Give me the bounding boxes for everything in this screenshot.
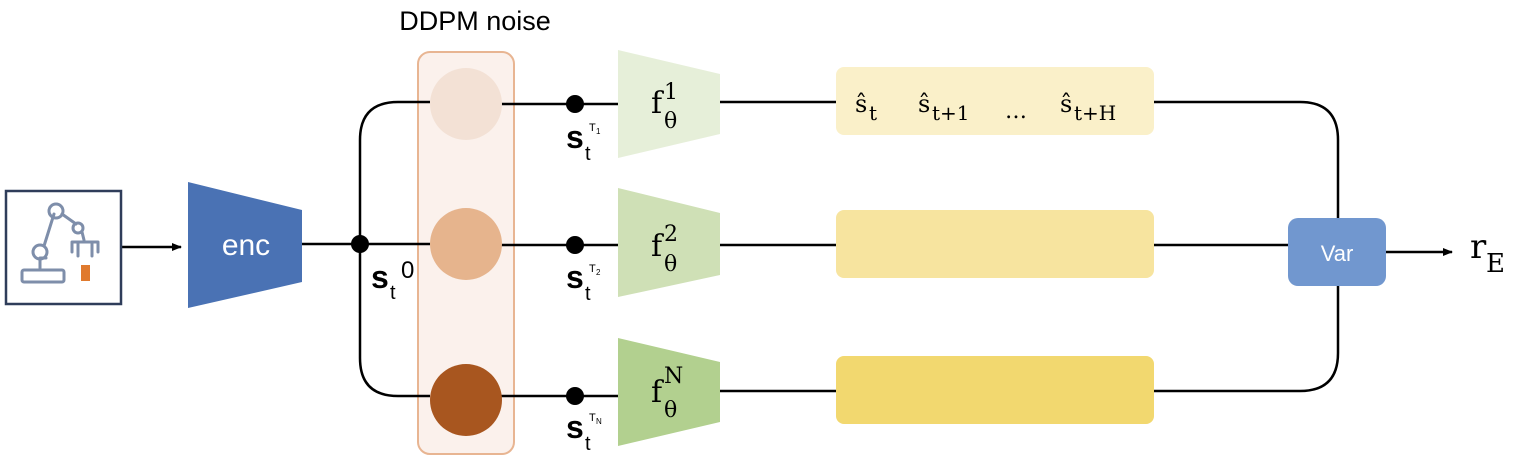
variance-block: [1288, 218, 1386, 286]
noise-title: DDPM noise: [399, 6, 551, 36]
noisy-state-label-3: s t T N: [566, 409, 602, 455]
state-dot-2: [566, 236, 584, 254]
svg-text:N: N: [664, 364, 683, 389]
svg-text:1: 1: [596, 127, 601, 136]
noise-circle-2: [430, 208, 502, 280]
svg-text:f: f: [651, 86, 664, 121]
latent-state-label: s t 0: [371, 257, 414, 304]
connection-lines: [122, 100, 1453, 398]
noise-panel-border: [417, 51, 515, 455]
noisy-state-label-2: s t T 2: [566, 259, 601, 305]
svg-text:s: s: [566, 119, 584, 155]
svg-text:T: T: [589, 122, 596, 134]
svg-text:0: 0: [401, 257, 414, 284]
svg-text:N: N: [596, 417, 602, 426]
svg-text:t: t: [585, 143, 591, 165]
predicted-state-ellipsis: …: [1005, 99, 1027, 124]
svg-text:f: f: [651, 375, 664, 410]
svg-text:1: 1: [664, 80, 678, 105]
prediction-bar-2: [836, 210, 1154, 278]
model-label-2: f θ 2: [651, 222, 678, 277]
noise-circle-3: [430, 364, 502, 436]
svg-text:s: s: [566, 259, 584, 295]
robot-object-icon: [81, 265, 90, 281]
svg-text:θ: θ: [664, 398, 677, 423]
svg-text:T: T: [589, 412, 596, 424]
svg-text:ŝ: ŝ: [1060, 90, 1072, 118]
svg-text:T: T: [589, 263, 596, 275]
state-dot-1: [566, 95, 584, 113]
predicted-state-t-plus-h: ŝ t+H: [1060, 90, 1116, 125]
output-reward-label: r E: [1470, 227, 1505, 279]
svg-text:2: 2: [596, 268, 601, 277]
svg-text:E: E: [1486, 249, 1505, 279]
svg-text:s: s: [566, 409, 584, 445]
predicted-state-t-plus-1: ŝ t+1: [918, 90, 970, 125]
svg-text:t: t: [390, 282, 396, 304]
model-block-2: [618, 188, 720, 297]
predicted-state-t: ŝ t: [855, 90, 877, 125]
svg-text:θ: θ: [664, 252, 677, 277]
state-dot-3: [566, 387, 584, 405]
prediction-bar-3: [836, 356, 1154, 424]
variance-label: Var: [1321, 241, 1354, 266]
svg-text:ŝ: ŝ: [918, 90, 930, 118]
svg-text:t+H: t+H: [1074, 101, 1116, 125]
noisy-state-label-1: s t T 1: [566, 119, 601, 165]
svg-text:t: t: [585, 433, 591, 455]
split-junction-dot: [351, 235, 369, 253]
svg-text:s: s: [371, 259, 389, 295]
svg-text:t+1: t+1: [932, 101, 970, 125]
model-block-1: [618, 50, 720, 158]
encoder-block: [188, 182, 302, 308]
robot-arm-icon: [20, 202, 100, 284]
prediction-bar-1: [836, 67, 1154, 135]
svg-text:ŝ: ŝ: [855, 90, 867, 118]
svg-text:2: 2: [664, 222, 678, 247]
model-label-1: f θ 1: [651, 80, 678, 134]
svg-text:θ: θ: [664, 109, 677, 134]
encoder-label: enc: [222, 229, 270, 262]
svg-text:t: t: [585, 283, 591, 305]
model-label-3: f θ N: [651, 364, 683, 423]
model-block-3: [618, 338, 720, 446]
noise-circle-1: [430, 68, 502, 140]
svg-text:f: f: [651, 229, 664, 264]
svg-text:r: r: [1470, 227, 1487, 267]
svg-text:t: t: [869, 101, 877, 125]
